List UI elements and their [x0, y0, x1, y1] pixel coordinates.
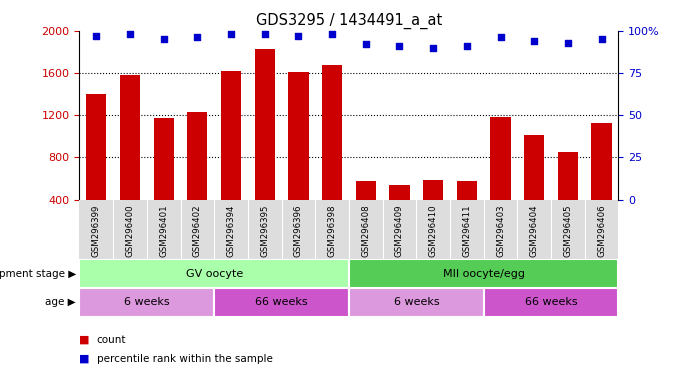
Bar	[591, 122, 612, 200]
Text: GSM296408: GSM296408	[361, 204, 370, 257]
Point	[562, 40, 574, 46]
Bar	[491, 118, 511, 200]
Text: GSM296400: GSM296400	[126, 204, 135, 257]
Point	[225, 31, 236, 37]
Bar	[288, 72, 308, 200]
Bar	[524, 135, 545, 200]
Bar	[79, 259, 349, 288]
Point	[462, 43, 473, 49]
Text: development stage ▶: development stage ▶	[0, 268, 76, 279]
Text: GSM296404: GSM296404	[530, 204, 539, 257]
Point	[124, 31, 135, 37]
Bar	[389, 185, 410, 200]
Bar	[120, 75, 140, 200]
Text: GSM296394: GSM296394	[227, 204, 236, 257]
Bar	[221, 71, 241, 200]
Point	[327, 31, 338, 37]
Text: age ▶: age ▶	[46, 297, 76, 308]
Point	[529, 38, 540, 44]
Text: 66 weeks: 66 weeks	[524, 297, 578, 308]
Bar	[484, 288, 618, 317]
Text: GSM296403: GSM296403	[496, 204, 505, 257]
Text: GSM296399: GSM296399	[92, 204, 101, 257]
Bar	[558, 152, 578, 200]
Text: GSM296410: GSM296410	[428, 204, 437, 257]
Point	[259, 31, 270, 37]
Bar	[86, 94, 106, 200]
Text: GSM296405: GSM296405	[563, 204, 572, 257]
Bar	[79, 288, 214, 317]
Bar	[322, 65, 342, 200]
Text: ■: ■	[79, 354, 93, 364]
Text: GSM296395: GSM296395	[261, 204, 269, 257]
Point	[495, 35, 506, 41]
Text: GSM296409: GSM296409	[395, 204, 404, 257]
Text: GV oocyte: GV oocyte	[186, 268, 243, 279]
Text: 66 weeks: 66 weeks	[255, 297, 308, 308]
Point	[192, 35, 203, 41]
Point	[360, 41, 371, 47]
Text: GSM296401: GSM296401	[159, 204, 168, 257]
Point	[91, 33, 102, 39]
Text: GSM296402: GSM296402	[193, 204, 202, 257]
Point	[158, 36, 169, 42]
Text: GSM296396: GSM296396	[294, 204, 303, 257]
Point	[596, 36, 607, 42]
Point	[293, 33, 304, 39]
Bar	[254, 49, 275, 200]
Bar	[457, 181, 477, 200]
Text: ■: ■	[79, 335, 93, 345]
Text: percentile rank within the sample: percentile rank within the sample	[97, 354, 273, 364]
Bar	[214, 288, 349, 317]
Point	[394, 43, 405, 49]
Text: GSM296398: GSM296398	[328, 204, 337, 257]
Point	[428, 45, 439, 51]
Bar	[349, 259, 618, 288]
Bar	[356, 181, 376, 200]
Text: GSM296406: GSM296406	[597, 204, 606, 257]
Text: 6 weeks: 6 weeks	[124, 297, 170, 308]
Bar	[349, 288, 484, 317]
Title: GDS3295 / 1434491_a_at: GDS3295 / 1434491_a_at	[256, 13, 442, 29]
Bar	[187, 112, 207, 200]
Bar	[423, 180, 443, 200]
Bar	[153, 118, 173, 200]
Text: MII oocyte/egg: MII oocyte/egg	[443, 268, 524, 279]
Text: count: count	[97, 335, 126, 345]
Text: 6 weeks: 6 weeks	[393, 297, 439, 308]
Text: GSM296411: GSM296411	[462, 204, 471, 257]
